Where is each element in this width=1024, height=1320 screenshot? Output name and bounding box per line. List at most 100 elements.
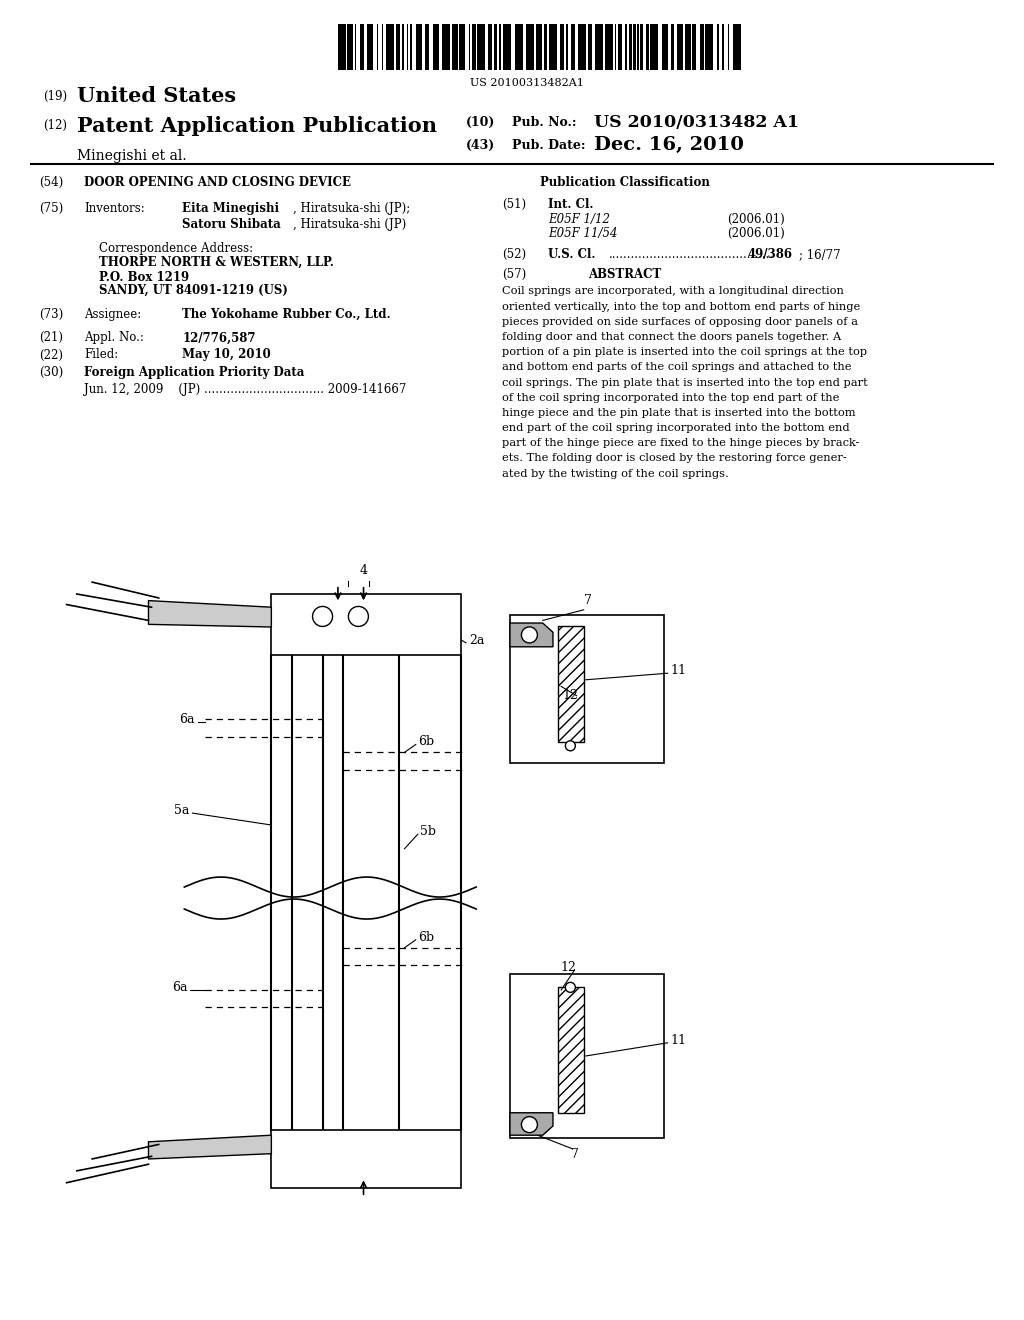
Bar: [560, 24, 564, 70]
Text: coil springs. The pin plate that is inserted into the top end part: coil springs. The pin plate that is inse…: [502, 378, 867, 388]
Text: ated by the twisting of the coil springs.: ated by the twisting of the coil springs…: [502, 469, 728, 479]
Text: Eita Minegishi: Eita Minegishi: [182, 202, 280, 215]
Text: end part of the coil spring incorporated into the bottom end: end part of the coil spring incorporated…: [502, 422, 849, 433]
Text: 5b: 5b: [420, 825, 436, 838]
Text: 7: 7: [571, 1148, 580, 1162]
Bar: [359, 24, 364, 70]
Text: Assignee:: Assignee:: [84, 308, 141, 321]
Bar: [589, 24, 593, 70]
Bar: [500, 24, 501, 70]
Text: (30): (30): [39, 366, 63, 379]
Text: 6b: 6b: [418, 735, 434, 748]
Bar: [416, 24, 422, 70]
Text: 12: 12: [562, 689, 579, 702]
Bar: [728, 24, 729, 70]
Polygon shape: [148, 601, 271, 627]
Bar: [558, 626, 584, 742]
Bar: [504, 24, 511, 70]
Text: May 10, 2010: May 10, 2010: [182, 348, 271, 362]
Text: P.O. Box 1219: P.O. Box 1219: [99, 271, 189, 284]
Bar: [706, 24, 714, 70]
Text: (57): (57): [502, 268, 526, 281]
Bar: [425, 24, 429, 70]
Text: Jun. 12, 2009    (JP) ................................ 2009-141667: Jun. 12, 2009 (JP) .....................…: [84, 383, 407, 396]
Polygon shape: [510, 1113, 553, 1135]
Text: (12): (12): [43, 119, 67, 132]
Bar: [355, 24, 356, 70]
Text: 11: 11: [671, 664, 687, 677]
Bar: [722, 24, 724, 70]
Bar: [550, 24, 557, 70]
Text: folding door and that connect the doors panels together. A: folding door and that connect the doors …: [502, 333, 841, 342]
Text: 4: 4: [359, 564, 368, 577]
Bar: [338, 24, 346, 70]
Bar: [472, 24, 476, 70]
Circle shape: [312, 606, 333, 627]
Circle shape: [565, 741, 575, 751]
Bar: [487, 24, 492, 70]
Text: hinge piece and the pin plate that is inserted into the bottom: hinge piece and the pin plate that is in…: [502, 408, 855, 418]
Bar: [733, 24, 741, 70]
Text: Coil springs are incorporated, with a longitudinal direction: Coil springs are incorporated, with a lo…: [502, 286, 844, 297]
Bar: [637, 24, 639, 70]
Bar: [692, 24, 696, 70]
Bar: [407, 24, 409, 70]
Text: Pub. Date:: Pub. Date:: [512, 139, 586, 152]
Text: of the coil spring incorporated into the top end part of the: of the coil spring incorporated into the…: [502, 393, 839, 403]
Bar: [605, 24, 613, 70]
Bar: [401, 24, 404, 70]
Bar: [510, 615, 664, 763]
Text: US 20100313482A1: US 20100313482A1: [470, 78, 585, 88]
Text: 12: 12: [560, 961, 577, 974]
Bar: [640, 24, 643, 70]
Text: 12/776,587: 12/776,587: [182, 331, 256, 345]
Bar: [510, 974, 664, 1138]
Text: 6a: 6a: [172, 981, 187, 994]
Text: The Yokohame Rubber Co., Ltd.: The Yokohame Rubber Co., Ltd.: [182, 308, 391, 321]
Text: ABSTRACT: ABSTRACT: [588, 268, 662, 281]
Bar: [615, 24, 616, 70]
Bar: [460, 24, 466, 70]
Bar: [717, 24, 720, 70]
Text: Pub. No.:: Pub. No.:: [512, 116, 577, 129]
Text: (21): (21): [39, 331, 62, 345]
Text: US 2010/0313482 A1: US 2010/0313482 A1: [594, 114, 799, 131]
Text: 7: 7: [584, 594, 592, 607]
Text: THORPE NORTH & WESTERN, LLP.: THORPE NORTH & WESTERN, LLP.: [99, 256, 334, 269]
Bar: [700, 24, 703, 70]
Text: part of the hinge piece are fixed to the hinge pieces by brack-: part of the hinge piece are fixed to the…: [502, 438, 859, 449]
Polygon shape: [510, 623, 553, 647]
Text: (73): (73): [39, 308, 63, 321]
Text: Minegishi et al.: Minegishi et al.: [77, 149, 186, 164]
Bar: [433, 24, 439, 70]
Text: , Hiratsuka-shi (JP): , Hiratsuka-shi (JP): [293, 218, 407, 231]
Bar: [495, 24, 497, 70]
Bar: [377, 24, 379, 70]
Bar: [626, 24, 627, 70]
Bar: [526, 24, 535, 70]
Text: ets. The folding door is closed by the restoring force gener-: ets. The folding door is closed by the r…: [502, 454, 847, 463]
Text: U.S. Cl.: U.S. Cl.: [548, 248, 595, 261]
Text: 11: 11: [671, 1034, 687, 1047]
Text: 2a: 2a: [220, 609, 236, 622]
Text: pieces provided on side surfaces of opposing door panels of a: pieces provided on side surfaces of oppo…: [502, 317, 858, 327]
Text: ; 16/77: ; 16/77: [799, 248, 841, 261]
Text: 6a: 6a: [179, 713, 195, 726]
Text: (10): (10): [466, 116, 496, 129]
Text: Appl. No.:: Appl. No.:: [84, 331, 143, 345]
Text: (19): (19): [43, 90, 68, 103]
Text: United States: United States: [77, 86, 236, 106]
Text: SANDY, UT 84091-1219 (US): SANDY, UT 84091-1219 (US): [99, 284, 288, 297]
Polygon shape: [148, 1135, 271, 1159]
Bar: [595, 24, 603, 70]
Bar: [685, 24, 691, 70]
Bar: [515, 24, 523, 70]
Text: (22): (22): [39, 348, 62, 362]
Text: 2a: 2a: [469, 634, 484, 647]
Bar: [578, 24, 586, 70]
Text: Filed:: Filed:: [84, 348, 118, 362]
Text: Satoru Shibata: Satoru Shibata: [182, 218, 281, 231]
Text: Foreign Application Priority Data: Foreign Application Priority Data: [84, 366, 304, 379]
Text: (52): (52): [502, 248, 526, 261]
Text: Dec. 16, 2010: Dec. 16, 2010: [594, 136, 743, 154]
